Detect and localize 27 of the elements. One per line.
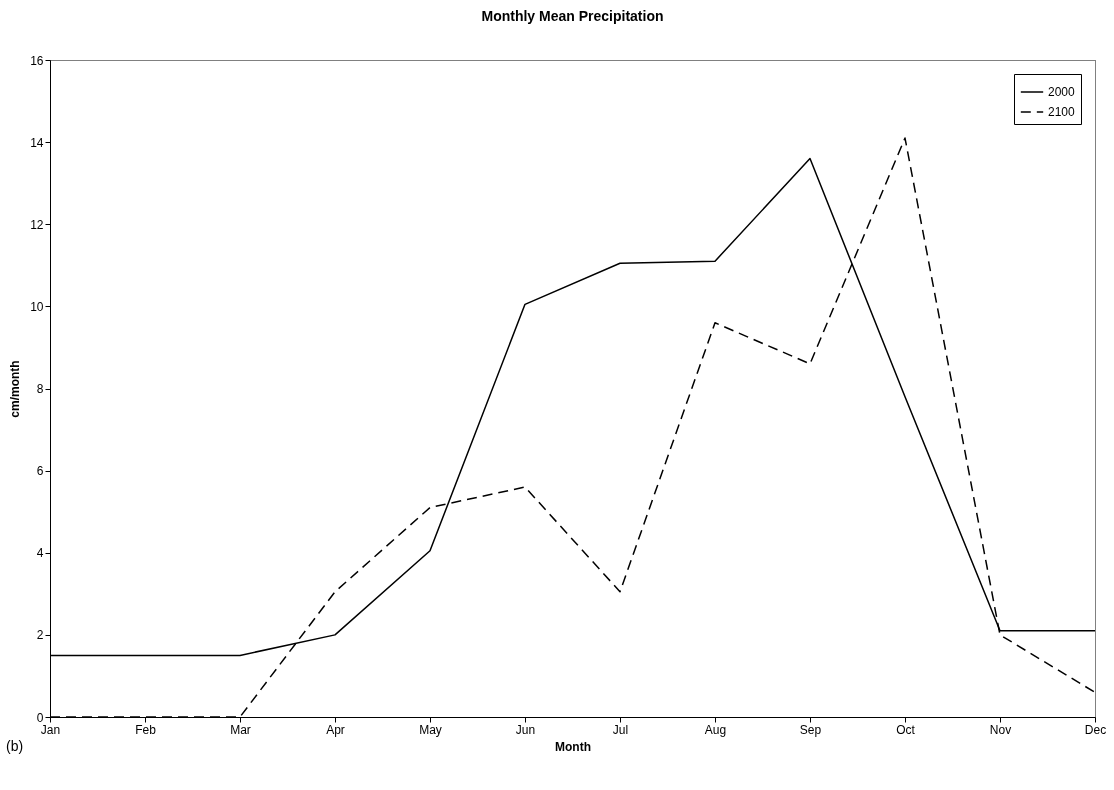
y-tick-label: 14	[30, 135, 44, 150]
x-tick-label: May	[419, 722, 442, 737]
x-tick-label: Sep	[799, 722, 822, 737]
x-axis-title: Month	[555, 739, 591, 754]
y-tick-label: 0	[36, 710, 44, 725]
y-axis-title: cm/month	[8, 360, 23, 418]
x-tick-label: Apr	[326, 722, 345, 737]
y-tick-label: 10	[30, 299, 44, 314]
y-tick-label: 4	[36, 546, 44, 561]
y-tick-label: 2	[36, 628, 44, 643]
x-tick-label: Feb	[135, 722, 157, 737]
y-tick-label: 8	[36, 382, 44, 396]
legend-label: 2100	[1048, 105, 1076, 119]
x-tick-label: Nov	[989, 722, 1012, 737]
x-tick-label: Mar	[230, 722, 251, 737]
x-tick-label: Aug	[704, 722, 727, 737]
x-tick-label: Jun	[515, 722, 536, 737]
y-tick-label: 12	[30, 217, 44, 232]
x-tick-label: Jan	[40, 722, 61, 737]
chart-title: Monthly Mean Precipitation	[481, 8, 664, 24]
x-tick-label: Dec	[1084, 722, 1107, 737]
y-tick-label: 6	[36, 464, 44, 479]
legend-label: 2000	[1048, 85, 1076, 99]
y-tick-label: 16	[30, 53, 44, 68]
x-tick-label: Oct	[896, 722, 916, 737]
text: (b)	[6, 738, 24, 754]
x-tick-label: Jul	[612, 722, 629, 737]
